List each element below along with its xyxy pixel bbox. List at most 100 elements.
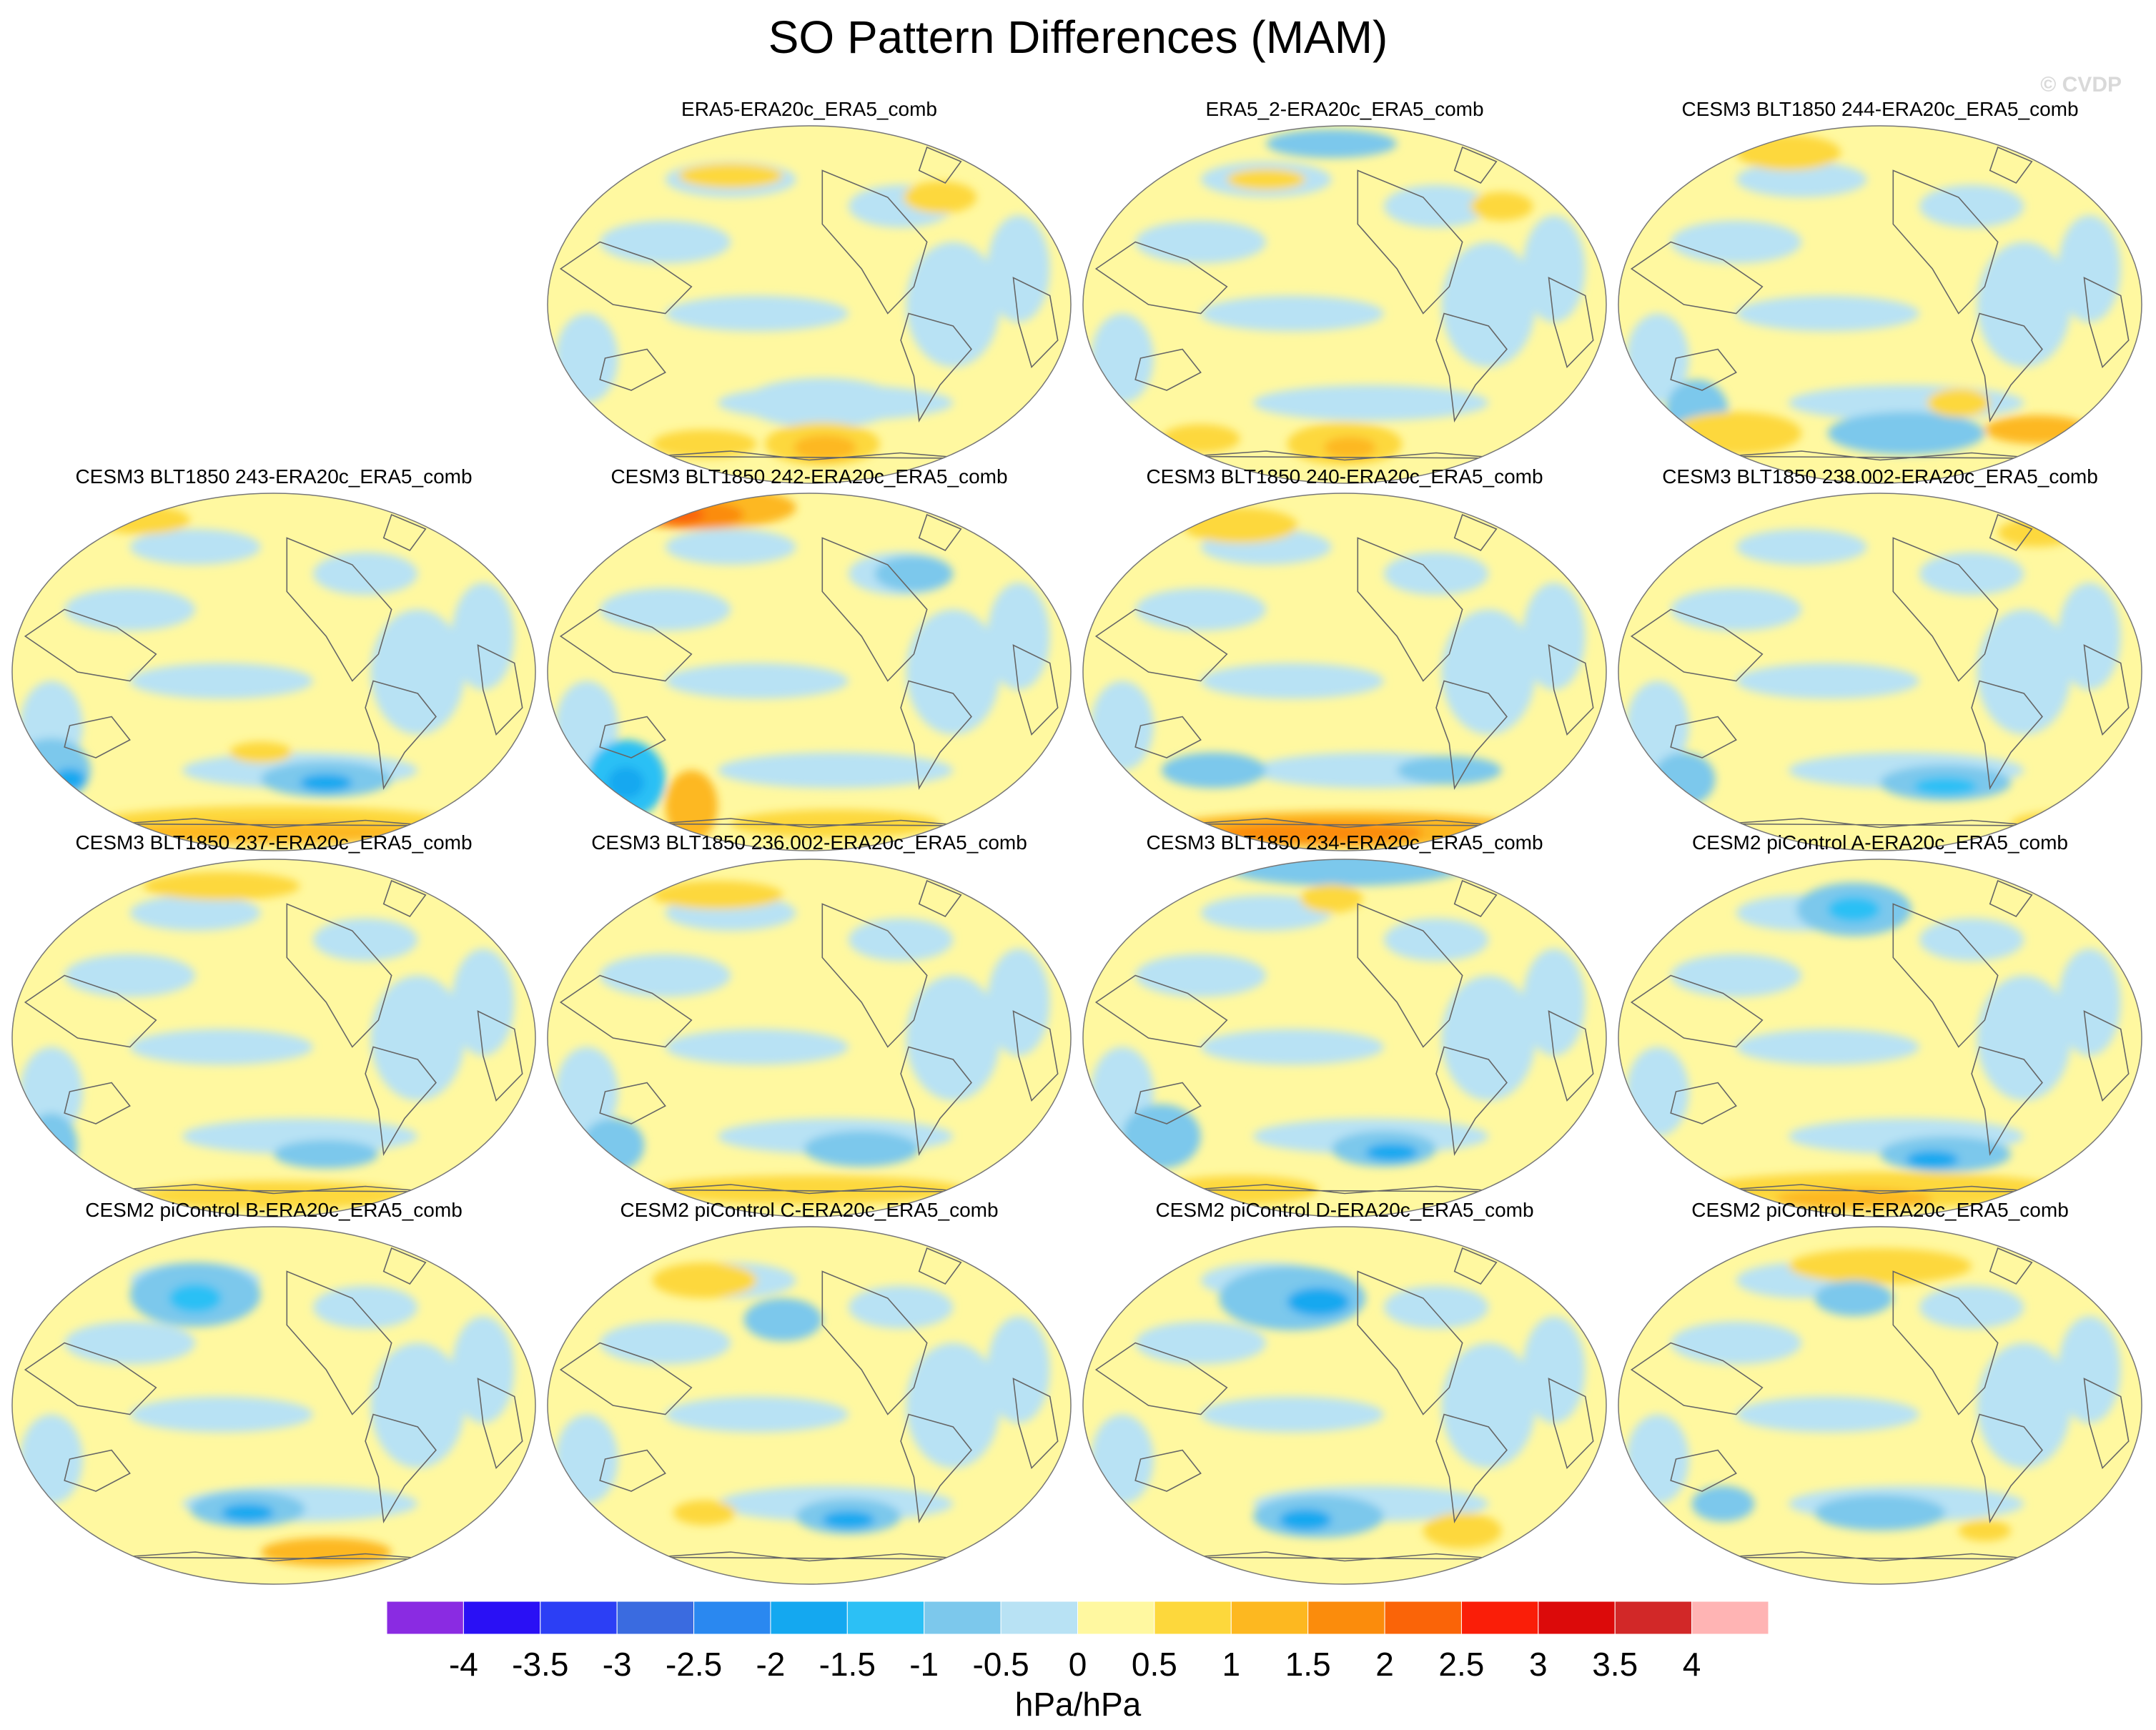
map-panel: CESM3 BLT1850 236.002-ERA20c_ERA5_comb bbox=[547, 831, 1072, 1217]
contour-region bbox=[1090, 313, 1154, 403]
coastlines bbox=[1630, 146, 2130, 461]
contour-region bbox=[600, 220, 731, 264]
contour-region bbox=[54, 768, 86, 790]
colorbar-tick-label: 0.5 bbox=[1132, 1646, 1177, 1683]
map-outline bbox=[1082, 125, 1607, 484]
contour-region bbox=[1958, 1520, 2011, 1541]
map-outline bbox=[1082, 1226, 1607, 1585]
contour-region bbox=[221, 1503, 274, 1522]
coastline bbox=[286, 537, 392, 682]
coastline bbox=[1134, 1082, 1202, 1124]
contour-region bbox=[906, 1343, 1001, 1468]
coastline bbox=[1453, 513, 1498, 552]
colorbar-boxes bbox=[386, 1601, 1769, 1635]
contour-region bbox=[600, 1321, 731, 1365]
contour-region bbox=[743, 377, 901, 428]
contour-region bbox=[1397, 756, 1502, 785]
coastline bbox=[821, 169, 928, 315]
panel-title: CESM2 piControl C-ERA20c_ERA5_comb bbox=[620, 1199, 998, 1221]
contour-region bbox=[2057, 583, 2121, 690]
map-outline bbox=[11, 493, 536, 851]
map-panel: ERA5-ERA20c_ERA5_comb bbox=[547, 98, 1072, 484]
colorbar-tick-label: -1.5 bbox=[819, 1646, 876, 1683]
coastline bbox=[1630, 608, 1764, 682]
contour-region bbox=[1919, 552, 2024, 595]
map-panel: CESM3 BLT1850 240-ERA20c_ERA5_comb bbox=[1082, 465, 1607, 851]
contour-region bbox=[1365, 1143, 1418, 1162]
contour-fill bbox=[555, 162, 1050, 465]
coastline bbox=[1971, 1413, 2043, 1523]
colorbar-box bbox=[1691, 1601, 1769, 1635]
map-outline bbox=[11, 859, 536, 1217]
coastline bbox=[599, 1449, 666, 1492]
panel-title: CESM3 BLT1850 234-ERA20c_ERA5_comb bbox=[1146, 831, 1543, 854]
panel-title: ERA5-ERA20c_ERA5_comb bbox=[681, 98, 937, 120]
contour-region bbox=[1736, 162, 1867, 197]
figure-title: SO Pattern Differences (MAM) bbox=[768, 11, 1388, 63]
coastline bbox=[1187, 1551, 1502, 1562]
contour-region bbox=[906, 242, 1001, 367]
coastline bbox=[1094, 608, 1228, 682]
colorbar-tick-label: 1 bbox=[1222, 1646, 1241, 1683]
contour-region bbox=[1441, 975, 1536, 1101]
coastline bbox=[918, 513, 962, 552]
coastlines bbox=[24, 513, 523, 829]
coastline bbox=[1094, 974, 1228, 1048]
coastline bbox=[1670, 348, 1737, 391]
contour-region bbox=[1906, 1150, 1959, 1169]
coastline bbox=[652, 450, 966, 461]
contour-fill bbox=[1090, 1262, 1586, 1548]
contour-region bbox=[1227, 169, 1306, 190]
contour-region bbox=[1135, 954, 1267, 997]
colorbar-box bbox=[1538, 1601, 1616, 1635]
map-outline bbox=[1618, 125, 2142, 484]
contour-region bbox=[1090, 1414, 1154, 1504]
coastlines bbox=[559, 513, 1059, 829]
contour-region bbox=[717, 752, 954, 789]
coastline bbox=[1670, 1082, 1737, 1124]
contour-region bbox=[906, 609, 1001, 735]
contour-region bbox=[1441, 242, 1536, 367]
coastline bbox=[2083, 277, 2130, 369]
contour-region bbox=[1827, 412, 1985, 455]
contour-region bbox=[665, 663, 849, 699]
contour-region bbox=[1266, 129, 1398, 158]
coastline bbox=[652, 818, 966, 829]
contour-region bbox=[743, 1298, 823, 1341]
contour-region bbox=[64, 954, 196, 997]
map-field bbox=[1618, 126, 2142, 483]
coastline bbox=[1670, 716, 1737, 758]
contour-region bbox=[370, 609, 465, 735]
coastline bbox=[1892, 169, 1999, 315]
colorbar-tick-label: -3.5 bbox=[512, 1646, 568, 1683]
coastline bbox=[1134, 716, 1202, 758]
coastline bbox=[821, 903, 928, 1048]
contour-region bbox=[1252, 385, 1489, 421]
coastline bbox=[1630, 974, 1764, 1048]
contour-region bbox=[1736, 1029, 1919, 1065]
map-panel: CESM3 BLT1850 238.002-ERA20c_ERA5_comb bbox=[1618, 465, 2142, 851]
contour-region bbox=[1522, 215, 1586, 322]
map-field bbox=[548, 126, 1071, 483]
contour-region bbox=[260, 1538, 392, 1566]
colorbar-box bbox=[1154, 1601, 1232, 1635]
contour-region bbox=[312, 1285, 418, 1329]
coastline bbox=[1989, 513, 2033, 552]
coastline bbox=[64, 716, 131, 758]
colorbar-tick-label: -1 bbox=[909, 1646, 939, 1683]
contour-region bbox=[64, 588, 196, 631]
contour-region bbox=[652, 1262, 757, 1298]
contour-region bbox=[1919, 918, 2024, 962]
map-field bbox=[548, 493, 1071, 851]
colorbar-box bbox=[540, 1601, 618, 1635]
coastline bbox=[1548, 1010, 1594, 1102]
contour-region bbox=[1814, 1280, 1894, 1316]
coastline bbox=[918, 879, 962, 918]
coastline bbox=[652, 1551, 966, 1562]
contour-region bbox=[1182, 508, 1298, 543]
contour-region bbox=[1383, 1285, 1489, 1329]
contour-region bbox=[652, 505, 705, 524]
contour-region bbox=[129, 1396, 313, 1433]
map-outline bbox=[1618, 1226, 2142, 1585]
contour-region bbox=[1671, 954, 1802, 997]
